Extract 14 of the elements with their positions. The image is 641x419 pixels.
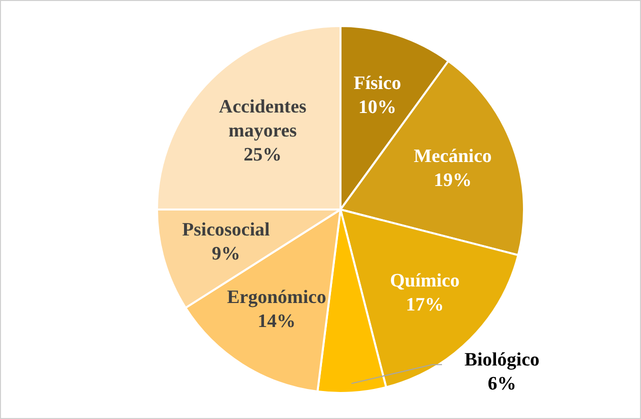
slice-label: Ergonómico [226,287,326,308]
slice-label: Accidentes mayores [218,96,306,142]
data-label: 25% [244,144,282,166]
data-label: 6% [488,374,516,395]
slice-label: Físico [354,72,402,94]
slice-label: Biológico [464,350,540,371]
data-label: 9% [212,244,240,265]
slice-label: Psicosocial [182,220,270,241]
data-label: 10% [358,96,396,118]
slice-label: Mecánico [414,146,492,168]
data-label: 17% [406,294,444,316]
slice-label: Químico [390,270,460,292]
data-label: 14% [258,311,296,332]
data-label: 19% [434,170,472,192]
